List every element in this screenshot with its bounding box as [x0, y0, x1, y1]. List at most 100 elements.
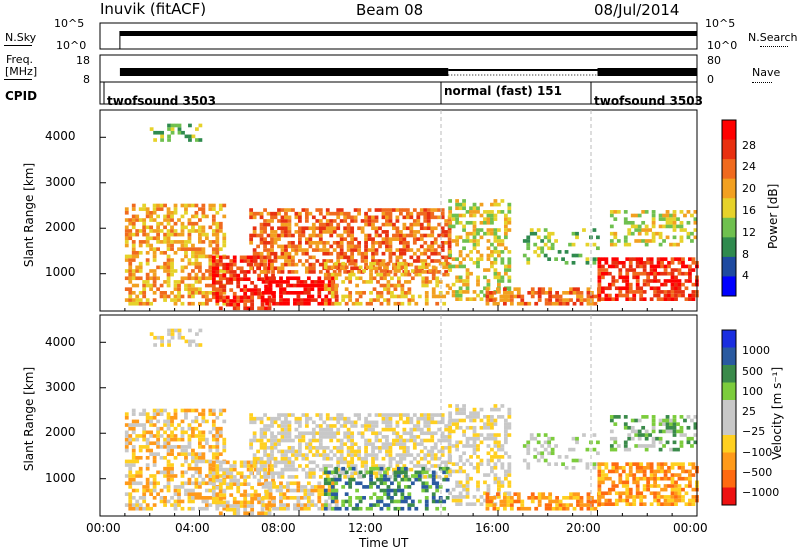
power-cell — [131, 298, 136, 302]
power-cell — [149, 301, 154, 306]
velocity-cell — [383, 488, 387, 493]
velocity-colorbar-swatch — [722, 417, 736, 436]
power-cell — [627, 228, 632, 232]
velocity-cell — [472, 418, 477, 423]
power-cell — [658, 224, 663, 229]
power-cell — [350, 219, 355, 223]
power-cell — [628, 286, 633, 291]
velocity-cell — [530, 492, 535, 496]
power-cell — [667, 297, 671, 301]
velocity-cell — [211, 478, 216, 483]
power-cell — [500, 242, 505, 247]
power-cell — [252, 211, 257, 216]
power-cell — [166, 280, 171, 284]
velocity-cell — [346, 438, 351, 443]
velocity-cell — [414, 470, 419, 475]
power-cell — [493, 239, 498, 243]
power-cell — [170, 218, 174, 222]
velocity-cell — [358, 506, 363, 511]
velocity-cell — [208, 470, 213, 475]
velocity-cell — [592, 447, 597, 452]
power-cell — [618, 293, 623, 298]
velocity-cell — [135, 459, 140, 464]
velocity-cell — [343, 420, 348, 425]
velocity-cell — [628, 462, 633, 466]
power-cell — [246, 277, 251, 281]
power-cell — [536, 235, 541, 240]
velocity-cell — [131, 506, 136, 511]
power-cell — [284, 211, 288, 216]
power-cell — [152, 298, 157, 302]
velocity-cell — [304, 453, 309, 457]
velocity-cell — [149, 448, 154, 453]
power-cell — [339, 240, 344, 245]
velocity-cell — [385, 427, 389, 432]
power-cell — [330, 294, 335, 299]
power-cell — [430, 215, 435, 220]
power-cell — [597, 279, 602, 283]
power-cell — [458, 260, 463, 265]
velocity-cell — [646, 487, 651, 492]
velocity-cell — [472, 411, 477, 416]
velocity-cell — [548, 499, 553, 504]
velocity-cell — [343, 435, 348, 439]
velocity-cell — [170, 503, 174, 507]
velocity-cell — [318, 431, 323, 436]
velocity-cell — [173, 499, 178, 504]
power-cell — [618, 286, 623, 291]
velocity-cell — [426, 420, 431, 425]
velocity-cell — [509, 506, 514, 511]
power-cell — [607, 297, 612, 301]
velocity-cell — [367, 424, 372, 428]
velocity-cell — [159, 445, 164, 449]
power-cell — [257, 295, 261, 300]
velocity-colorbar-swatch — [722, 452, 736, 471]
power-cell — [298, 237, 302, 241]
velocity-cell — [437, 456, 442, 461]
power-cell — [128, 272, 133, 277]
velocity-cell — [656, 465, 661, 470]
power-cell — [339, 266, 344, 271]
velocity-cell — [381, 420, 386, 425]
velocity-cell — [667, 465, 671, 470]
velocity-cell — [490, 447, 494, 452]
power-cell — [520, 298, 525, 302]
velocity-cell — [317, 488, 322, 493]
power-cell — [419, 233, 424, 238]
power-cell — [649, 264, 654, 269]
velocity-cell — [660, 469, 664, 474]
velocity-cell — [201, 452, 206, 456]
power-colorbar-swatch — [722, 139, 736, 160]
power-cell — [417, 265, 422, 270]
power-cell — [670, 282, 675, 287]
power-cell — [232, 277, 237, 281]
freq-tick-low: 8 — [83, 73, 90, 86]
velocity-cell — [330, 477, 335, 482]
power-cell — [417, 269, 422, 273]
power-cell — [407, 280, 412, 284]
velocity-cell — [419, 464, 424, 468]
velocity-cell — [455, 422, 459, 426]
power-cell — [138, 265, 143, 270]
velocity-cell — [138, 434, 143, 438]
power-cell — [656, 271, 661, 276]
power-cell — [184, 250, 188, 255]
velocity-cell — [188, 343, 192, 347]
power-cell — [225, 262, 230, 267]
velocity-cell — [627, 436, 632, 441]
velocity-cell — [395, 438, 400, 443]
power-cell — [486, 253, 491, 258]
velocity-cell — [257, 460, 261, 465]
velocity-cell — [444, 460, 449, 465]
power-cell — [437, 259, 442, 263]
power-cell — [272, 276, 276, 281]
power-cell — [348, 272, 353, 277]
power-cell — [609, 242, 614, 247]
power-cell — [548, 301, 553, 306]
velocity-cell — [128, 474, 133, 478]
velocity-cell — [479, 425, 484, 430]
velocity-cell — [284, 453, 288, 457]
power-cell — [291, 259, 295, 263]
velocity-cell — [163, 441, 167, 446]
power-cell — [479, 213, 484, 218]
